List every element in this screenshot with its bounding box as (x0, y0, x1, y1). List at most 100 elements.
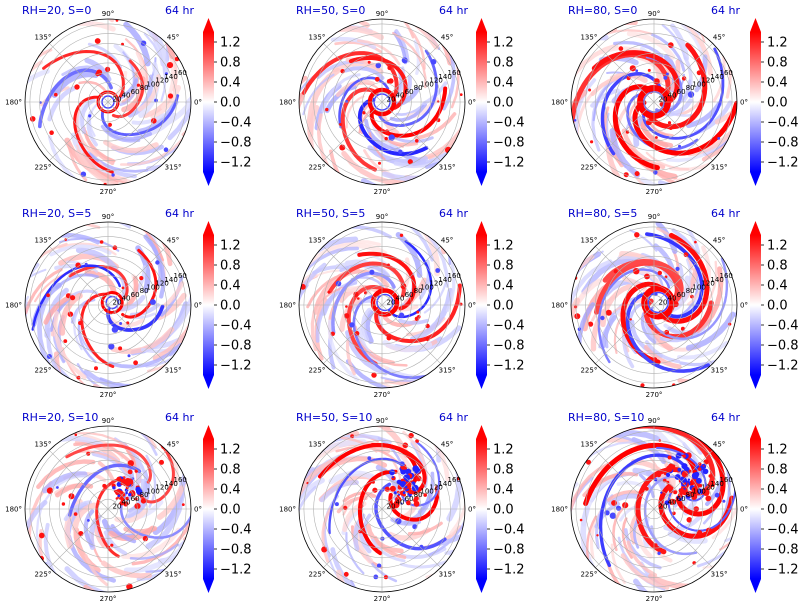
angular-gridline (381, 304, 441, 364)
colorbar-extend-min (476, 172, 487, 186)
radial-tick-label: 120 (429, 280, 442, 288)
panel-title: RH=20, S=10 (22, 411, 98, 424)
colorbar-extend-max (476, 18, 487, 32)
colorbar-tick-label: −0.8 (767, 543, 799, 558)
angle-tick-label: 135° (308, 440, 325, 448)
colorbar-extend-min (203, 375, 214, 389)
colorbar-tick-label: 1.2 (493, 36, 514, 51)
colorbar-tick-label: −0.4 (493, 319, 525, 334)
panel-time-label: 64 hr (165, 411, 194, 424)
radial-tick-label: 80 (414, 84, 423, 92)
colorbar-gradient (476, 32, 487, 172)
radial-tick-label: 20 (387, 502, 396, 510)
angle-tick-label: 225° (308, 164, 325, 172)
panel-time-label: 64 hr (439, 411, 468, 424)
angular-gridline (595, 101, 655, 161)
angle-tick-label: 0° (740, 302, 748, 310)
colorbar-tick-label: 0.0 (220, 96, 241, 111)
angle-tick-label: 90° (648, 417, 660, 425)
colorbar-extend-max (476, 221, 487, 235)
radial-tick-label: 100 (146, 487, 159, 495)
angle-tick-label: 135° (308, 33, 325, 41)
radial-tick-label: 20 (387, 298, 396, 306)
colorbar-tick-label: 1.2 (220, 36, 241, 51)
colorbar-tick-label: −0.4 (493, 116, 525, 131)
angle-tick-label: 180° (279, 506, 296, 514)
radial-tick-label: 120 (701, 280, 714, 288)
angle-tick-label: 45° (167, 236, 179, 244)
colorbar-tick-label: 0.4 (220, 279, 241, 294)
angle-tick-label: 315° (165, 571, 182, 579)
angle-tick-label: 225° (34, 571, 51, 579)
radial-tick-label: 100 (692, 80, 705, 88)
angular-gridline (107, 43, 167, 103)
angular-gridline (323, 508, 383, 568)
angle-tick-label: 315° (439, 571, 456, 579)
radial-tick-label: 20 (659, 502, 668, 510)
radial-tick-label: 160 (174, 272, 187, 280)
colorbar-tick-label: −1.2 (220, 563, 252, 578)
angle-tick-label: 45° (167, 440, 179, 448)
angular-gridline (381, 450, 441, 510)
polar-grid (25, 222, 191, 388)
colorbar-extend-max (203, 425, 214, 439)
angle-tick-label: 0° (194, 302, 202, 310)
angle-tick-label: 90° (102, 213, 114, 221)
panel-title: RH=80, S=5 (568, 207, 637, 220)
angle-tick-label: 135° (34, 440, 51, 448)
radial-tick-label: 80 (140, 287, 149, 295)
colorbar-tick-label: −1.2 (767, 359, 799, 374)
angular-gridline (595, 304, 655, 364)
colorbar-extend-min (750, 375, 761, 389)
angle-tick-label: 0° (468, 99, 476, 107)
radial-tick-label: 160 (174, 476, 187, 484)
angular-gridline (381, 246, 441, 306)
angle-tick-label: 90° (102, 10, 114, 18)
panel-time-label: 64 hr (711, 207, 740, 220)
colorbar-tick-label: 0.8 (767, 56, 788, 71)
polar-spine (570, 18, 738, 186)
radial-tick-label: 120 (155, 484, 168, 492)
radial-tick-label: 120 (155, 280, 168, 288)
angular-gridline (595, 43, 655, 103)
colorbar-tick-label: −1.2 (767, 563, 799, 578)
colorbar-tick-label: 0.8 (220, 259, 241, 274)
angle-tick-label: 90° (376, 417, 388, 425)
colorbar-tick-label: 0.8 (493, 463, 514, 478)
angle-tick-label: 90° (102, 417, 114, 425)
angle-tick-label: 135° (308, 236, 325, 244)
colorbar-extend-min (750, 172, 761, 186)
polar-grid (25, 426, 191, 592)
colorbar-tick-label: 0.8 (220, 463, 241, 478)
colorbar-extend-max (750, 221, 761, 235)
radial-tick-label: 40 (668, 295, 677, 303)
angle-tick-label: 225° (308, 367, 325, 375)
radial-tick-label: 120 (429, 77, 442, 85)
colorbar-tick-label: 0.8 (767, 463, 788, 478)
colorbar-tick-label: 0.0 (220, 503, 241, 518)
radial-tick-label: 140 (710, 276, 723, 284)
colorbar-tick-label: −0.8 (493, 543, 525, 558)
angle-tick-label: 315° (711, 571, 728, 579)
colorbar-tick-label: −0.4 (767, 319, 799, 334)
colorbar-tick-label: 0.4 (493, 483, 514, 498)
angular-gridline (323, 450, 383, 510)
angle-tick-label: 180° (279, 302, 296, 310)
colorbar-tick-label: −0.4 (220, 319, 252, 334)
colorbar-extend-min (476, 375, 487, 389)
angle-tick-label: 180° (5, 506, 22, 514)
colorbar-extend-max (750, 425, 761, 439)
colorbar-gradient (476, 235, 487, 375)
angular-gridline (107, 246, 167, 306)
colorbar-gradient (750, 439, 761, 579)
angle-tick-label: 0° (740, 506, 748, 514)
colorbar-tick-label: 0.0 (767, 503, 788, 518)
colorbar-tick-label: 1.2 (767, 36, 788, 51)
panel-time-label: 64 hr (439, 207, 468, 220)
colorbar-extend-max (203, 18, 214, 32)
radial-tick-label: 60 (677, 291, 686, 299)
colorbar-tick-label: 0.0 (767, 96, 788, 111)
